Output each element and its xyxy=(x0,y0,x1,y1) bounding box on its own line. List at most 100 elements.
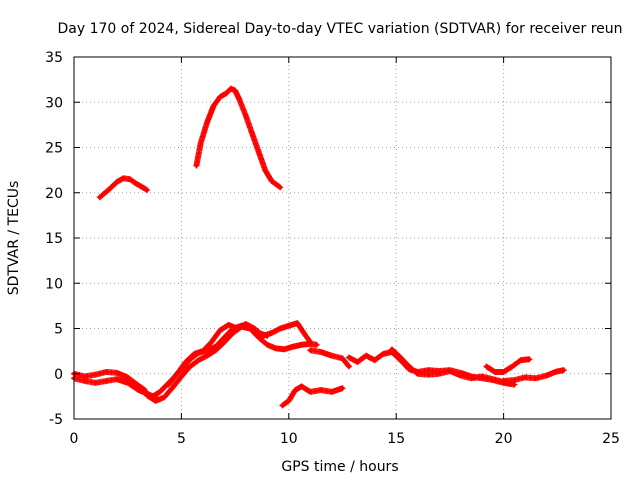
y-tick-label: 20 xyxy=(45,186,63,202)
data-point xyxy=(273,346,278,351)
data-point xyxy=(372,358,377,363)
data-point xyxy=(114,179,119,184)
data-point xyxy=(346,355,351,360)
data-point xyxy=(269,331,274,336)
data-point xyxy=(125,380,130,385)
data-point xyxy=(140,185,145,190)
data-point xyxy=(187,364,192,369)
data-point xyxy=(329,353,334,358)
data-point xyxy=(263,168,268,173)
data-point xyxy=(97,195,102,200)
data-point xyxy=(198,140,203,145)
series-arc-peak xyxy=(193,85,284,191)
data-point xyxy=(149,395,154,400)
data-point xyxy=(340,386,345,391)
x-tick-label: 5 xyxy=(177,431,186,447)
chart-title: Day 170 of 2024, Sidereal Day-to-day VTE… xyxy=(57,21,622,37)
data-point xyxy=(381,351,386,356)
data-point xyxy=(104,369,109,374)
y-tick-label: 35 xyxy=(45,50,63,66)
data-point xyxy=(261,333,266,338)
data-point xyxy=(179,374,184,379)
data-point xyxy=(501,378,506,383)
data-point xyxy=(265,342,270,347)
data-point xyxy=(256,335,261,340)
data-point xyxy=(213,344,218,349)
y-tick-label: 0 xyxy=(54,367,63,383)
data-point xyxy=(166,382,171,387)
data-point xyxy=(426,372,431,377)
data-point xyxy=(269,178,274,183)
data-point xyxy=(205,353,210,358)
data-point xyxy=(458,373,463,378)
data-point xyxy=(209,340,214,345)
data-point xyxy=(145,393,150,398)
data-point xyxy=(224,91,229,96)
data-point xyxy=(364,353,369,358)
series-arc-mid xyxy=(307,347,352,370)
data-point xyxy=(157,389,162,394)
data-point xyxy=(490,377,495,382)
data-markers xyxy=(165,320,314,388)
data-point xyxy=(501,369,506,374)
series-arc-late-3 xyxy=(483,356,533,375)
data-point xyxy=(134,181,139,186)
data-point xyxy=(250,131,255,136)
data-point xyxy=(493,369,498,374)
y-tick-label: 10 xyxy=(45,276,63,292)
data-point xyxy=(136,383,141,388)
x-tick-label: 0 xyxy=(70,431,79,447)
data-point xyxy=(170,385,175,390)
data-point xyxy=(106,188,111,193)
data-point xyxy=(114,370,119,375)
data-point xyxy=(437,371,442,376)
data-markers xyxy=(193,85,284,191)
data-point xyxy=(523,375,528,380)
data-point xyxy=(153,398,158,403)
series-arc-dip xyxy=(279,383,346,409)
data-point xyxy=(114,377,119,382)
y-tick-label: 5 xyxy=(54,322,63,338)
data-point xyxy=(243,113,248,118)
data-point xyxy=(484,364,489,369)
data-point xyxy=(308,340,313,345)
data-point xyxy=(469,376,474,381)
data-point xyxy=(142,388,147,393)
series-arc-late-4 xyxy=(500,367,567,384)
data-point xyxy=(512,378,517,383)
x-axis-label: GPS time / hours xyxy=(281,459,398,475)
data-point xyxy=(319,350,324,355)
data-point xyxy=(237,97,242,102)
data-point xyxy=(282,347,287,352)
data-point xyxy=(121,176,126,181)
y-tick-label: 30 xyxy=(45,95,63,111)
data-point xyxy=(226,322,231,327)
data-point xyxy=(518,358,523,363)
y-tick-label: 25 xyxy=(45,141,63,157)
series-arc-early-high xyxy=(96,175,151,201)
data-point xyxy=(415,371,420,376)
series-arc-late-2 xyxy=(388,346,514,387)
data-point xyxy=(329,389,334,394)
data-point xyxy=(480,374,485,379)
data-point xyxy=(145,188,150,193)
y-axis-label: SDTVAR / TECUs xyxy=(6,181,22,296)
data-point xyxy=(235,326,240,331)
data-point xyxy=(82,374,87,379)
x-tick-label: 20 xyxy=(495,431,513,447)
tick-layer: 0 5 10 15 20 25 -5 0 5 10 15 20 25 30 35 xyxy=(45,50,620,447)
data-point xyxy=(544,373,549,378)
data-point xyxy=(162,395,167,400)
data-point xyxy=(510,364,515,369)
data-point xyxy=(278,185,283,190)
data-point xyxy=(398,355,403,360)
data-point xyxy=(82,378,87,383)
data-point xyxy=(200,349,205,354)
y-tick-label: 15 xyxy=(45,231,63,247)
data-point xyxy=(256,150,261,155)
data-point xyxy=(228,86,233,91)
y-tick-label: -5 xyxy=(49,412,63,428)
data-point xyxy=(308,348,313,353)
x-tick-label: 25 xyxy=(602,431,620,447)
